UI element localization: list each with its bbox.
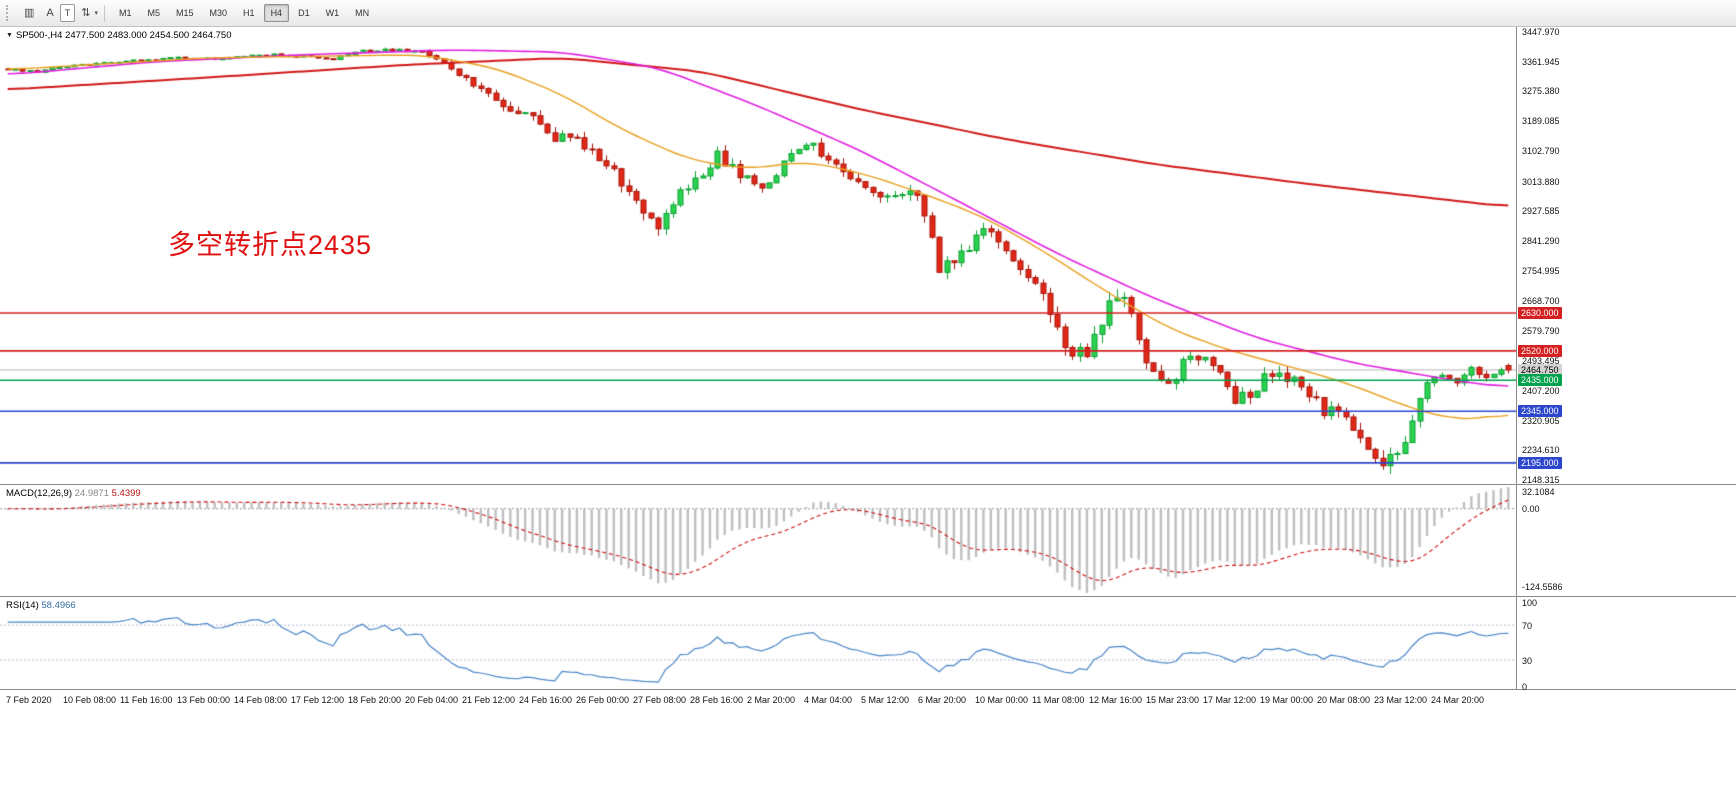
price-axis-label: 3361.945: [1522, 56, 1560, 67]
time-axis-label: 26 Feb 00:00: [576, 695, 630, 705]
timeframe-button-M5[interactable]: M5: [147, 8, 161, 18]
main-chart-panel: ▼ SP500-,H4 2477.500 2483.000 2454.500 24…: [0, 27, 1736, 485]
timeframe-button-M30[interactable]: M30: [209, 8, 228, 18]
timeframe-button-M1[interactable]: M1: [118, 8, 132, 18]
timeframe-button-M15[interactable]: M15: [176, 8, 194, 18]
macd-axis[interactable]: 32.1084 0.00 -124.5586: [1516, 485, 1736, 596]
rsi-label: RSI(14): [6, 600, 39, 611]
rsi-axis-label: 0: [1522, 682, 1528, 692]
timeframe-button-group: M1 M5 M15 M30 H1 H4 D1 W1 MN: [111, 4, 377, 22]
time-axis[interactable]: 7 Feb 2020 10 Feb 08:00 11 Feb 16:00 13 Feb…: [0, 690, 1736, 712]
time-axis-label: 7 Feb 2020: [6, 695, 52, 705]
time-axis-label: 14 Feb 08:00: [234, 695, 288, 705]
price-tag: 2464.750: [1518, 363, 1562, 376]
time-axis-label: 10 Feb 08:00: [63, 695, 117, 705]
chart-area: ▼ SP500-,H4 2477.500 2483.000 2454.500 24…: [0, 27, 1736, 793]
rsi-header: RSI(14) 58.4966: [6, 600, 76, 611]
time-axis-label: 19 Mar 00:00: [1260, 695, 1314, 705]
price-tag: 2345.000: [1518, 405, 1562, 418]
price-axis[interactable]: 3447.970 3361.945 3275.380 3189.085 3102.790…: [1516, 27, 1736, 485]
macd-canvas[interactable]: [0, 485, 1516, 595]
cycle-symbols-icon[interactable]: ⇅: [81, 7, 91, 19]
price-axis-label: 3447.970: [1522, 27, 1560, 37]
price-axis-label: 2148.315: [1522, 475, 1560, 485]
time-axis-label: 4 Mar 04:00: [804, 695, 853, 705]
price-axis-label: 3102.790: [1522, 145, 1560, 156]
price-axis-label: 2754.995: [1522, 265, 1560, 276]
price-axis-label: 2579.790: [1522, 326, 1560, 337]
main-chart-canvas[interactable]: [0, 27, 1516, 483]
timeframe-button-MN[interactable]: MN: [355, 8, 370, 18]
time-axis-label: 15 Mar 23:00: [1146, 695, 1200, 705]
chart-window-icon[interactable]: ▥: [24, 7, 35, 19]
price-axis-label: 2320.905: [1522, 415, 1560, 426]
rsi-value: 58.4966: [41, 600, 76, 611]
chart-annotation-text[interactable]: 多空转折点2435: [168, 230, 373, 260]
toolbar-grip[interactable]: [6, 5, 13, 21]
price-tag: 2630.000: [1518, 306, 1562, 319]
price-tag: 2435.000: [1518, 374, 1562, 387]
text-label-tool-icon[interactable]: T: [59, 4, 76, 22]
price-axis-label: 3013.880: [1522, 176, 1560, 187]
rsi-indicator-panel: RSI(14) 58.4966 100 70 30 0: [0, 597, 1736, 692]
time-axis-label: 20 Mar 08:00: [1317, 695, 1371, 705]
timeframe-button-W1[interactable]: W1: [325, 8, 340, 18]
time-axis-label: 5 Mar 12:00: [861, 695, 910, 705]
macd-label: MACD(12,26,9): [6, 488, 72, 499]
time-axis-label: 11 Mar 08:00: [1032, 695, 1085, 705]
price-axis-label: 2927.585: [1522, 206, 1560, 217]
time-axis-label: 20 Feb 04:00: [405, 695, 459, 705]
price-tag: 2195.000: [1518, 456, 1562, 469]
rsi-canvas[interactable]: [0, 597, 1516, 688]
timeframe-button-H1[interactable]: H1: [243, 8, 255, 18]
time-axis-label: 2 Mar 20:00: [747, 695, 796, 705]
rsi-axis[interactable]: 100 70 30 0: [1516, 597, 1736, 692]
time-axis-label: 17 Mar 12:00: [1203, 695, 1257, 705]
chart-ohlc-header: ▼ SP500-,H4 2477.500 2483.000 2454.500 24…: [6, 30, 231, 41]
time-axis-label: 12 Mar 16:00: [1089, 695, 1143, 705]
price-axis-label: 2407.200: [1522, 385, 1560, 396]
rsi-axis-label: 70: [1522, 621, 1533, 632]
price-axis-label: 2234.610: [1522, 445, 1560, 456]
toolbar: ▥ A T ⇅ ▾ M1 M5 M15 M30 H1 H4 D1 W1 MN: [0, 0, 1736, 27]
macd-axis-label: 0.00: [1522, 503, 1540, 514]
time-axis-label: 28 Feb 16:00: [690, 695, 744, 705]
price-axis-label: 2668.700: [1522, 295, 1560, 306]
rsi-axis-label: 30: [1522, 655, 1533, 666]
macd-axis-label: 32.1084: [1522, 487, 1555, 497]
time-axis-label: 27 Feb 08:00: [633, 695, 687, 705]
toolbar-separator: [103, 4, 105, 22]
rsi-axis-label: 100: [1522, 598, 1538, 608]
time-axis-label: 10 Mar 00:00: [975, 695, 1029, 705]
collapse-triangle-icon[interactable]: ▼: [6, 32, 13, 39]
time-axis-label: 11 Feb 16:00: [120, 695, 173, 705]
time-axis-label: 6 Mar 20:00: [918, 695, 967, 705]
macd-value-main: 24.9871: [74, 488, 109, 499]
time-axis-label: 17 Feb 12:00: [291, 695, 345, 705]
price-tag: 2520.000: [1518, 344, 1562, 357]
time-axis-label: 18 Feb 20:00: [348, 695, 402, 705]
macd-axis-label: -124.5586: [1522, 582, 1563, 592]
cycle-symbols-caret-icon[interactable]: ▾: [94, 10, 98, 17]
timeframe-button-H4[interactable]: H4: [263, 4, 290, 22]
macd-value-signal: 5.4399: [111, 488, 141, 499]
price-axis-label: 2493.495: [1522, 356, 1560, 366]
chart-ohlc-values: 2477.500 2483.000 2454.500 2464.750: [65, 30, 232, 41]
price-axis-label: 3189.085: [1522, 116, 1560, 127]
macd-header: MACD(12,26,9) 24.9871 5.4399: [6, 488, 141, 499]
chart-symbol-label: SP500-,H4: [15, 30, 63, 41]
time-axis-label: 13 Feb 00:00: [177, 695, 231, 705]
price-axis-label: 2841.290: [1522, 236, 1560, 247]
price-axis-label: 3275.380: [1522, 86, 1560, 97]
time-axis-label: 23 Mar 12:00: [1374, 695, 1428, 705]
macd-indicator-panel: MACD(12,26,9) 24.9871 5.4399 32.1084 0.00…: [0, 485, 1736, 597]
time-axis-label: 24 Feb 16:00: [519, 695, 573, 705]
cursor-tool-icon[interactable]: A: [46, 7, 54, 19]
time-axis-label: 24 Mar 20:00: [1431, 695, 1485, 705]
timeframe-button-D1[interactable]: D1: [298, 8, 310, 18]
time-axis-label: 21 Feb 12:00: [462, 695, 516, 705]
